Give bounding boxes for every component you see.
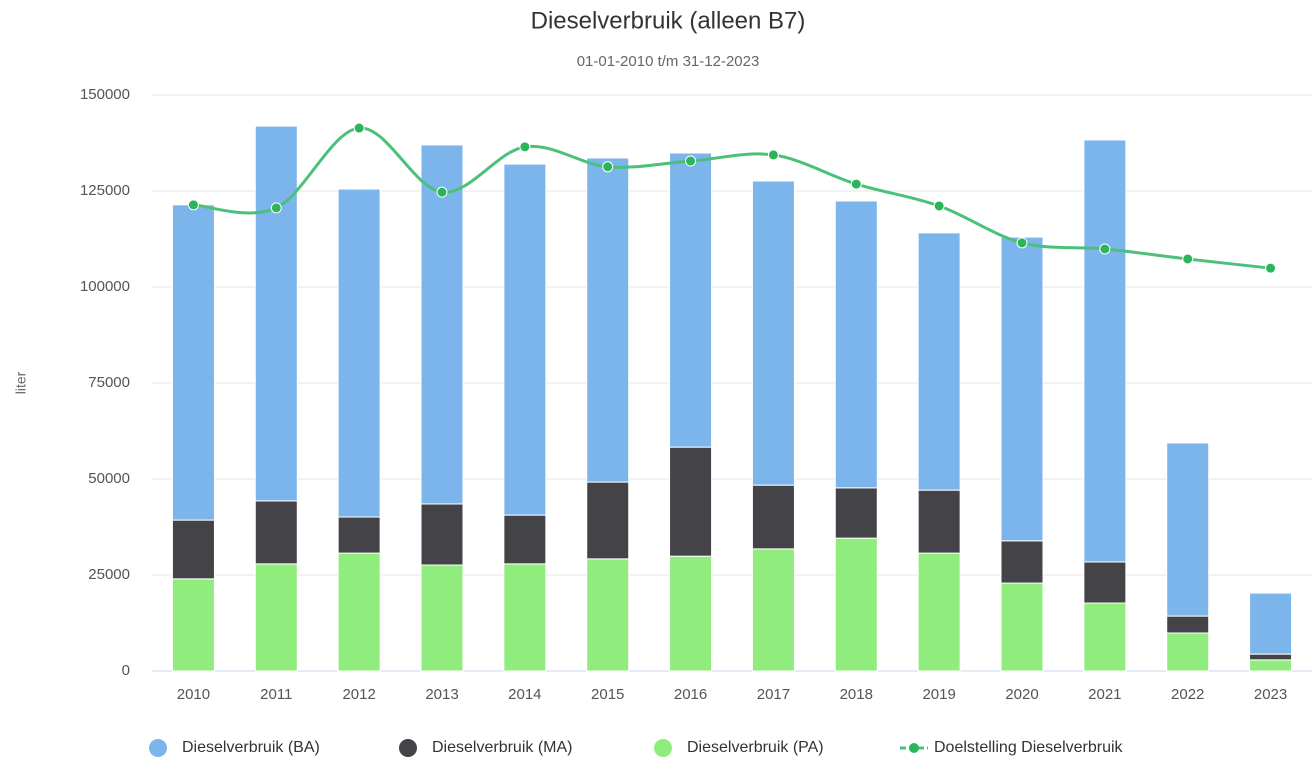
bar-segment [337,188,381,518]
bar-segment [1166,632,1210,672]
bar-segment [1166,615,1210,634]
legend-label: Dieselverbruik (BA) [182,739,320,756]
bar-segment [751,548,795,672]
legend-marker [399,739,417,757]
bar-segment [1000,540,1044,584]
bar-segment [1166,442,1210,617]
bar-segment [1083,561,1127,604]
bar-segment [751,180,795,486]
target-point [1016,237,1028,249]
target-point [519,141,531,153]
bar-segment [337,552,381,672]
target-point [685,155,697,167]
target-point [270,202,282,214]
bar-segment [254,125,298,502]
target-point [767,149,779,161]
bar-segment [1249,653,1293,661]
bar-segment [669,446,713,557]
bar-segment [254,500,298,565]
bar-segment [669,152,713,448]
y-tick-label: 50000 [88,470,130,487]
bar-segment [254,563,298,672]
y-tick-label: 75000 [88,374,130,391]
bar-segment [917,552,961,672]
target-point [1182,253,1194,265]
bar-segment [669,555,713,672]
bar-segment [171,578,215,672]
legend-marker [654,739,672,757]
bar-segment [420,503,464,566]
target-point [436,186,448,198]
bar-segment [1249,592,1293,655]
legend-label: Doelstelling Dieselverbruik [934,739,1124,756]
x-tick-label: 2015 [591,686,624,703]
x-tick-label: 2020 [1005,686,1038,703]
y-tick-label: 150000 [80,86,130,103]
y-tick-label: 0 [122,662,130,679]
target-point [1099,243,1111,255]
x-tick-label: 2017 [757,686,790,703]
bar-segment [834,537,878,672]
target-point [850,178,862,190]
target-point [353,122,365,134]
bar-segment [917,489,961,554]
target-point [602,161,614,173]
y-axis-label: liter [13,371,29,394]
x-tick-label: 2013 [425,686,458,703]
y-tick-label: 100000 [80,278,130,295]
y-tick-label: 25000 [88,566,130,583]
x-tick-label: 2010 [177,686,210,703]
bar-segment [751,484,795,550]
target-point [1265,262,1277,274]
bar-segment [337,516,381,554]
target-point [187,199,199,211]
legend-label: Dieselverbruik (PA) [687,739,824,756]
x-tick-label: 2021 [1088,686,1121,703]
bar-segment [1000,236,1044,542]
y-tick-label: 125000 [80,182,130,199]
bar-segment [586,481,630,560]
chart-title: Dieselverbruik (alleen B7) [531,7,806,34]
x-tick-label: 2018 [840,686,873,703]
bar-segment [834,487,878,539]
legend-label: Dieselverbruik (MA) [432,739,572,756]
bar-segment [586,558,630,672]
bar-segment [917,232,961,491]
x-tick-label: 2012 [342,686,375,703]
bar-segment [420,144,464,505]
bar-segment [420,564,464,672]
bar-segment [503,163,547,516]
target-point [933,200,945,212]
legend-marker [149,739,167,757]
bar-segment [1083,602,1127,672]
bar-segment [586,157,630,483]
bar-segment [171,519,215,580]
x-tick-label: 2022 [1171,686,1204,703]
bar-segment [1000,582,1044,672]
bar-segment [1249,659,1293,672]
x-tick-label: 2019 [922,686,955,703]
x-tick-label: 2014 [508,686,541,703]
bar-segment [503,514,547,565]
bar-segment [1083,139,1127,563]
x-tick-label: 2011 [260,686,292,703]
bar-segment [834,200,878,489]
x-tick-label: 2023 [1254,686,1287,703]
legend-marker [909,743,919,753]
x-tick-label: 2016 [674,686,707,703]
bar-segment [503,563,547,672]
chart-subtitle: 01-01-2010 t/m 31-12-2023 [577,53,760,70]
bar-segment [171,204,215,521]
